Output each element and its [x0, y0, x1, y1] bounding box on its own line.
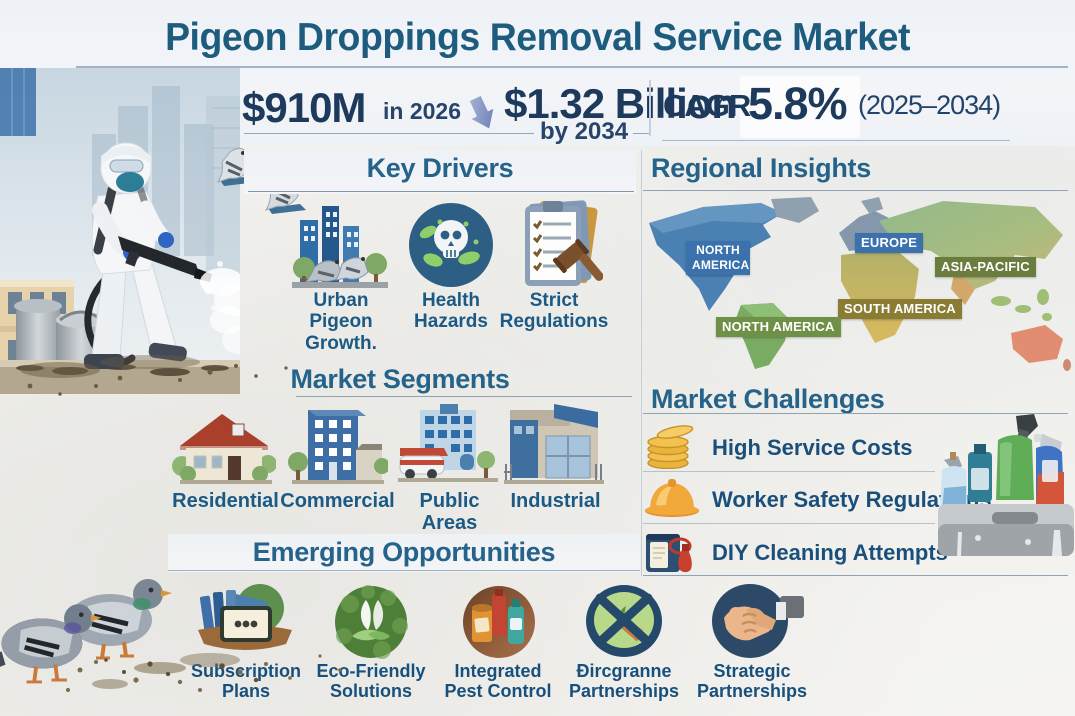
map-label-europe: EUROPE [855, 233, 924, 254]
market-value-2026: $910M [242, 84, 366, 131]
key-drivers-underline [248, 191, 634, 192]
warehouse-icon [504, 404, 604, 484]
coins-icon [647, 425, 694, 469]
house-icon [172, 414, 276, 484]
regional-insights-underline [643, 190, 1068, 191]
market-value-2026-period: in 2026 [383, 98, 461, 124]
cagr-highlight [740, 76, 860, 138]
crossed-pest-icon [586, 585, 662, 657]
clipboard-gavel-icon [525, 200, 603, 286]
bucket-spray-icon [646, 534, 692, 573]
segment-label: Public Areas [419, 490, 480, 535]
market-value-2034-period: by 2034 [540, 118, 629, 145]
key-drivers-panel [244, 150, 636, 194]
emerging-opportunities-panel [168, 534, 640, 572]
cagr-value: 5.8% [748, 78, 848, 129]
segment-label: Residential [172, 490, 279, 512]
opportunity-label: Đircgranne Partnerships [568, 661, 680, 702]
key-driver-label: Urban Pigeon Growth. [305, 290, 377, 354]
pest-bottles-icon [463, 586, 535, 658]
cagr-period: (2025–2034) [858, 90, 1001, 120]
opportunity-label: Eco-Friendly Solutions [316, 661, 426, 702]
tablet-subscription-icon [198, 584, 292, 650]
ledge-grime-speckles [20, 355, 288, 396]
cagr-label: CAGR [663, 88, 751, 123]
city-pigeons-icon [292, 206, 388, 288]
market-value-2034: $1.32 Billion [504, 80, 737, 127]
map-label-asia-pacific: ASIA-PACIFIC [935, 257, 1036, 278]
opportunity-label: Integrated Pest Control [444, 661, 552, 702]
opportunity-label: Subscription Plans [190, 661, 301, 702]
challenge-divider [643, 471, 935, 472]
opportunity-label: Strategic Partnerships [696, 661, 808, 702]
segment-label: Commercial [280, 490, 395, 512]
stat-rule [633, 133, 649, 134]
challenge-divider [643, 523, 935, 524]
handshake-icon [712, 584, 804, 658]
emerging-opportunities-heading: Emerging Opportunities [252, 537, 556, 567]
stats-mid-divider [649, 80, 651, 136]
key-drivers-heading: Key Drivers [366, 153, 514, 183]
cleaning-supplies-image [938, 414, 1074, 556]
stat-rule [662, 140, 1010, 141]
market-segments-underline [296, 396, 632, 397]
growth-arrow-icon [469, 95, 494, 129]
key-driver-label: Health Hazards [414, 290, 488, 333]
market-segments-heading: Market Segments [290, 364, 510, 394]
public-building-bus-icon [398, 404, 498, 482]
title-underline [76, 66, 1068, 68]
stat-rule [244, 133, 534, 134]
map-label-north-america-blue: NORTH AMERICA [686, 241, 750, 275]
segment-label: Industrial [510, 490, 601, 512]
emerging-opportunities-underline [168, 570, 640, 571]
skull-hazard-icon [409, 203, 493, 287]
office-building-icon [288, 410, 388, 484]
pigeons-photo [0, 579, 172, 684]
world-map [649, 197, 1071, 371]
droppings-speckles [66, 653, 342, 692]
eco-leaf-icon [335, 585, 408, 659]
page-title: Pigeon Droppings Removal Service Market [165, 16, 910, 59]
challenge-divider [643, 575, 1068, 576]
challenge-label: DIY Cleaning Attempts [712, 540, 948, 565]
hard-hat-icon [645, 479, 699, 517]
challenge-label: High Service Costs [712, 435, 913, 460]
market-challenges-underline [643, 413, 1068, 414]
column-divider [641, 150, 642, 576]
key-driver-label: Strict Regulations [499, 290, 609, 333]
worker-cleaning-photo [0, 68, 240, 394]
map-label-north-america-green: NORTH AMERICA [716, 317, 841, 338]
regional-insights-heading: Regional Insights [651, 153, 871, 183]
map-label-south-america: SOUTH AMERICA [838, 299, 962, 320]
market-challenges-heading: Market Challenges [651, 384, 885, 414]
